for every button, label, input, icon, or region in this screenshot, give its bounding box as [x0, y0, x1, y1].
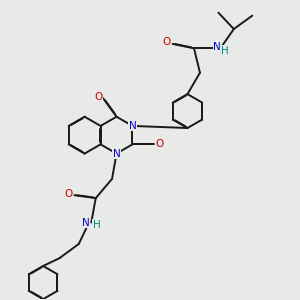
Text: N: N: [129, 121, 136, 131]
Text: O: O: [94, 92, 103, 102]
Text: H: H: [221, 46, 229, 56]
Text: H: H: [93, 220, 101, 230]
Text: O: O: [155, 140, 164, 149]
Text: O: O: [64, 189, 73, 199]
Text: O: O: [163, 38, 171, 47]
Text: N: N: [82, 218, 90, 227]
Text: N: N: [213, 42, 221, 52]
Text: N: N: [113, 148, 120, 159]
